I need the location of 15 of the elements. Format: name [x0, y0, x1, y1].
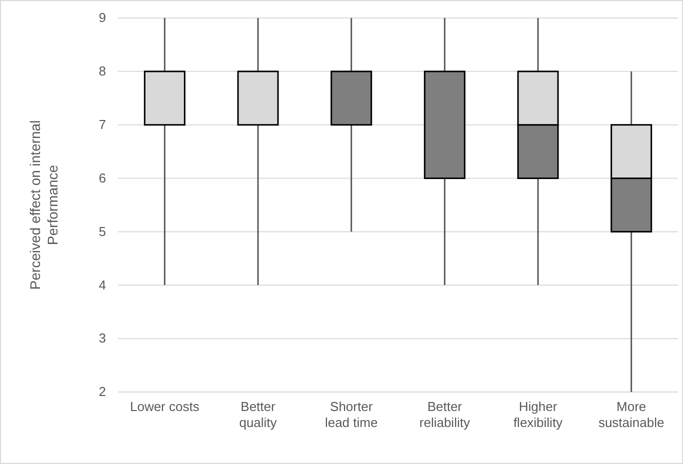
- x-tick-label: Better reliability: [419, 399, 470, 430]
- y-axis-title: Perceived effect on internal Performance: [27, 120, 60, 290]
- x-tick-label: Lower costs: [130, 399, 200, 414]
- y-tick-label: 7: [98, 117, 106, 132]
- y-tick-label: 9: [98, 10, 106, 26]
- x-tick-label: Better quality: [239, 399, 278, 430]
- x-tick-label: Shorter lead time: [324, 399, 378, 430]
- y-tick-label: 8: [98, 64, 106, 79]
- x-tick-label: More sustainable: [598, 399, 664, 430]
- y-tick-label: 4: [98, 277, 106, 292]
- y-tick-label: 3: [98, 330, 106, 346]
- y-tick-label: 5: [98, 224, 106, 239]
- y-tick-label: 2: [98, 384, 106, 400]
- y-tick-label: 6: [98, 170, 106, 186]
- x-tick-label: Higher flexibility: [513, 399, 564, 430]
